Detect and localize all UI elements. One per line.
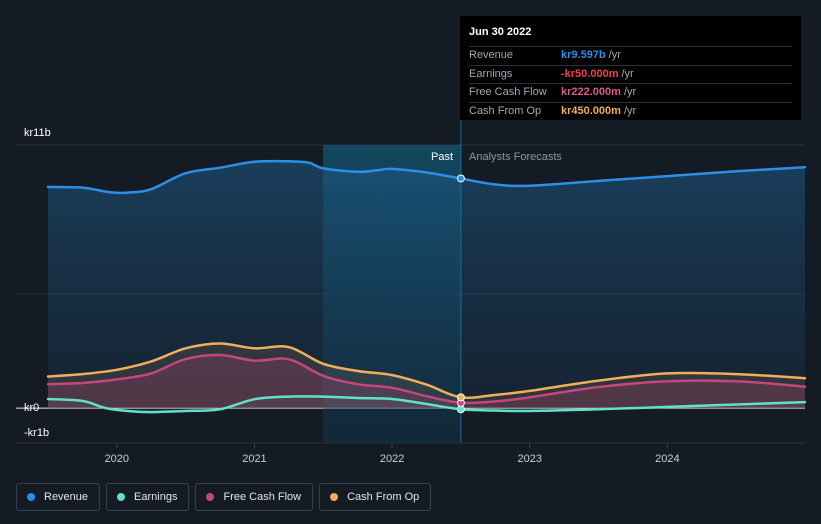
marker-earnings <box>456 405 465 414</box>
legend-item-cash-from-op[interactable]: Cash From Op <box>319 483 432 511</box>
tooltip-value: kr450.000m <box>561 104 621 117</box>
tooltip-row-cash-from-op: Cash From Op kr450.000m /yr <box>469 101 792 121</box>
tooltip-value: kr222.000m <box>561 86 621 98</box>
x-tick-label: 2023 <box>517 453 541 465</box>
tooltip-unit: /yr <box>623 86 637 98</box>
tooltip-label: Earnings <box>469 67 513 80</box>
area-cash-from-op <box>48 343 805 409</box>
tooltip-unit: /yr <box>608 49 621 61</box>
series-areas <box>48 161 805 413</box>
y-label-zero: kr0 <box>24 402 39 414</box>
legend-dot-icon <box>330 493 339 501</box>
legend-item-free-cash-flow[interactable]: Free Cash Flow <box>195 483 314 511</box>
y-label-top: kr11b <box>24 127 51 139</box>
legend: Revenue Earnings Free Cash Flow Cash Fro… <box>16 483 432 511</box>
legend-item-earnings[interactable]: Earnings <box>106 483 190 511</box>
legend-dot-icon <box>206 493 215 501</box>
legend-label: Free Cash Flow <box>223 491 302 503</box>
tooltip-unit: /yr <box>623 104 637 117</box>
x-tick-label: 2020 <box>105 453 129 465</box>
line-cash-from-op <box>46 342 807 400</box>
tooltip-value: kr9.597b <box>561 49 606 61</box>
tooltip-label: Cash From Op <box>469 104 542 117</box>
x-tick-label: 2022 <box>380 453 404 465</box>
line-earnings <box>46 395 807 414</box>
series-lines <box>46 159 807 414</box>
axis-labels: kr11b kr0 -kr1b Past Analysts Forecasts <box>24 127 562 439</box>
forecast-label: Analysts Forecasts <box>469 151 562 163</box>
y-label-bottom: -kr1b <box>24 427 49 439</box>
legend-dot-icon <box>117 493 126 501</box>
tooltip-unit: /yr <box>621 67 634 80</box>
tooltip-row-free-cash-flow: Free Cash Flow kr222.000m /yr <box>469 83 792 102</box>
legend-dot-icon <box>27 493 35 501</box>
legend-label: Earnings <box>134 491 178 503</box>
legend-item-revenue[interactable]: Revenue <box>16 483 101 511</box>
tooltip-row-revenue: Revenue kr9.597b /yr <box>469 46 792 65</box>
legend-label: Revenue <box>44 491 89 503</box>
x-tick-label: 2021 <box>242 453 266 465</box>
x-axis-ticks: 2020 2021 2022 2023 2024 <box>105 443 680 465</box>
past-label: Past <box>431 151 453 163</box>
tooltip-value: -kr50.000m <box>561 67 619 80</box>
tooltip-label: Free Cash Flow <box>469 86 547 98</box>
marker-revenue <box>456 174 465 183</box>
legend-label: Cash From Op <box>347 491 420 503</box>
line-free-cash-flow <box>46 353 807 405</box>
tooltip-row-earnings: Earnings -kr50.000m /yr <box>469 64 792 84</box>
tooltip-date: Jun 30 2022 <box>469 26 532 38</box>
marker-cash-from-op <box>456 393 465 402</box>
x-tick-label: 2024 <box>655 453 679 465</box>
area-free-cash-flow <box>48 354 805 409</box>
tooltip-label: Revenue <box>469 49 514 61</box>
line-revenue <box>46 159 807 195</box>
tooltip: Jun 30 2022 Revenue kr9.597b /yr Earning… <box>460 16 801 120</box>
